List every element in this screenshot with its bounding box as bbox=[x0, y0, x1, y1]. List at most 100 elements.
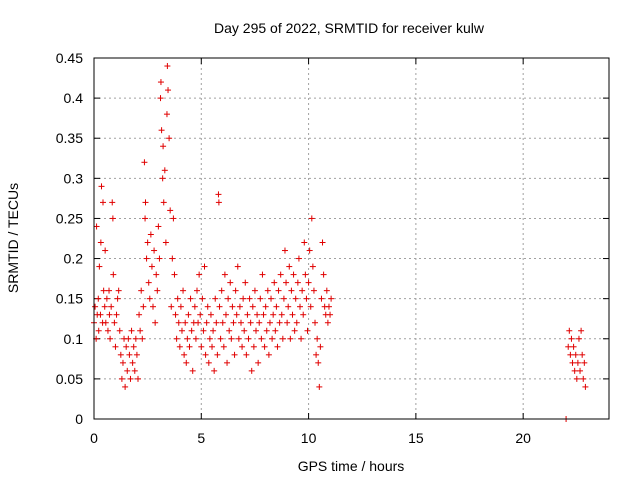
data-point bbox=[313, 351, 320, 358]
data-point bbox=[315, 359, 322, 366]
data-point bbox=[205, 359, 212, 366]
data-point bbox=[245, 335, 252, 342]
data-points bbox=[91, 63, 589, 422]
data-point bbox=[203, 319, 210, 326]
data-point bbox=[101, 303, 108, 310]
y-tick-label: 0.1 bbox=[64, 331, 84, 347]
data-point bbox=[582, 383, 589, 390]
data-point bbox=[143, 255, 150, 262]
data-point bbox=[578, 327, 585, 334]
data-point bbox=[206, 335, 213, 342]
data-point bbox=[117, 351, 124, 358]
data-point bbox=[216, 303, 223, 310]
data-point bbox=[164, 63, 171, 70]
data-point bbox=[579, 351, 586, 358]
data-point bbox=[229, 303, 236, 310]
data-point bbox=[272, 327, 279, 334]
data-point bbox=[93, 223, 100, 230]
data-point bbox=[316, 383, 323, 390]
data-point bbox=[308, 215, 315, 222]
data-point bbox=[577, 367, 584, 374]
data-point bbox=[191, 303, 198, 310]
data-point bbox=[273, 303, 280, 310]
data-point bbox=[280, 295, 287, 302]
data-point bbox=[174, 295, 181, 302]
data-point bbox=[254, 311, 261, 318]
data-point bbox=[114, 295, 121, 302]
data-point bbox=[171, 271, 178, 278]
data-point bbox=[165, 87, 172, 94]
data-point bbox=[170, 215, 177, 222]
data-point bbox=[198, 343, 205, 350]
data-point bbox=[186, 343, 193, 350]
data-point bbox=[132, 335, 139, 342]
data-point bbox=[103, 295, 110, 302]
data-point bbox=[227, 279, 234, 286]
data-point bbox=[278, 311, 285, 318]
data-point bbox=[271, 279, 278, 286]
data-point bbox=[150, 303, 157, 310]
data-point bbox=[140, 303, 147, 310]
data-point bbox=[283, 279, 290, 286]
data-point bbox=[259, 271, 266, 278]
data-point bbox=[126, 351, 133, 358]
data-point bbox=[166, 135, 173, 142]
data-point bbox=[96, 263, 103, 270]
data-point bbox=[279, 335, 286, 342]
data-point bbox=[220, 343, 227, 350]
data-point bbox=[574, 359, 581, 366]
data-point bbox=[102, 319, 109, 326]
data-point bbox=[285, 303, 292, 310]
data-point bbox=[207, 311, 214, 318]
data-point bbox=[241, 327, 248, 334]
data-point bbox=[230, 319, 237, 326]
data-point bbox=[139, 335, 146, 342]
data-point bbox=[300, 311, 307, 318]
data-point bbox=[323, 287, 330, 294]
data-point bbox=[302, 271, 309, 278]
data-point bbox=[569, 359, 576, 366]
data-point bbox=[197, 311, 204, 318]
data-point bbox=[112, 343, 119, 350]
data-point bbox=[265, 351, 272, 358]
data-point bbox=[251, 287, 258, 294]
data-point bbox=[240, 295, 247, 302]
data-point bbox=[144, 239, 151, 246]
data-point bbox=[183, 359, 190, 366]
data-point bbox=[192, 335, 199, 342]
data-point bbox=[137, 327, 144, 334]
x-tick-label: 5 bbox=[197, 430, 205, 446]
data-point bbox=[324, 319, 331, 326]
data-point bbox=[211, 367, 218, 374]
data-point bbox=[154, 287, 161, 294]
data-point bbox=[246, 295, 253, 302]
data-point bbox=[106, 311, 113, 318]
data-point bbox=[262, 303, 269, 310]
data-point bbox=[199, 295, 206, 302]
data-point bbox=[146, 295, 153, 302]
data-point bbox=[261, 343, 268, 350]
data-point bbox=[157, 95, 164, 102]
data-point bbox=[270, 311, 277, 318]
data-point bbox=[178, 327, 185, 334]
data-point bbox=[202, 351, 209, 358]
data-point bbox=[142, 199, 149, 206]
data-point bbox=[268, 295, 275, 302]
y-tick-label: 0.4 bbox=[64, 90, 84, 106]
data-point bbox=[226, 327, 233, 334]
data-point bbox=[581, 359, 588, 366]
data-point bbox=[231, 351, 238, 358]
data-point bbox=[215, 199, 222, 206]
data-point bbox=[239, 343, 246, 350]
data-point bbox=[224, 359, 231, 366]
axis-ticks: 0 0.05 0.1 0.15 0.2 0.25 0.3 0.35 0.4 0.45 0 5 10 15 2… bbox=[56, 50, 609, 446]
data-point bbox=[212, 295, 219, 302]
data-point bbox=[118, 375, 125, 382]
data-point bbox=[102, 247, 109, 254]
data-point bbox=[100, 287, 107, 294]
x-tick-label: 20 bbox=[515, 430, 531, 446]
data-point bbox=[142, 215, 149, 222]
data-point bbox=[109, 199, 116, 206]
data-point bbox=[188, 327, 195, 334]
data-point bbox=[116, 327, 123, 334]
